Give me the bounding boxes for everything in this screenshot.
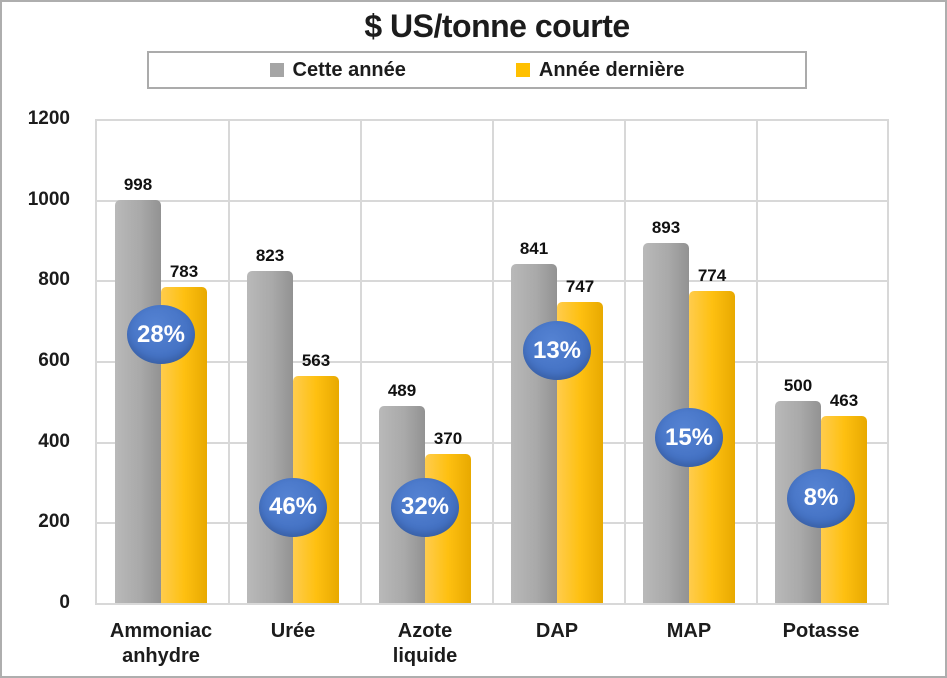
x-category-label: Urée (270, 620, 316, 642)
legend-item-cette-annee: Cette année (269, 58, 406, 82)
bar-value-label: 841 (519, 238, 549, 258)
chart-title: $ US/tonne courte (364, 8, 630, 44)
legend-swatch-gray-icon (269, 63, 284, 77)
y-tick-label: 800 (38, 269, 70, 291)
vertical-gridline (360, 121, 362, 603)
bar-cette-annee (247, 271, 293, 603)
vertical-gridline (756, 121, 758, 603)
bar-value-label: 774 (697, 265, 727, 285)
x-category-label: Potasse (782, 620, 860, 642)
vertical-gridline (624, 121, 626, 603)
y-tick-label: 1200 (27, 108, 70, 129)
x-category-label: DAP (535, 620, 579, 642)
percent-change-badge: 13% (523, 321, 591, 381)
y-tick-label: 0 (59, 592, 70, 613)
bar-value-label: 823 (255, 246, 285, 266)
legend-label: Année dernière (538, 58, 685, 81)
y-tick-label: 1000 (27, 188, 70, 210)
bar-value-label: 489 (387, 380, 417, 400)
bar-value-label: 998 (123, 175, 153, 195)
percent-change-badge: 28% (127, 305, 195, 365)
bar-value-label: 783 (169, 262, 199, 282)
bar-value-label: 893 (651, 217, 681, 237)
bar-value-label: 500 (783, 376, 813, 396)
x-category-label: Azote liquide (392, 620, 458, 667)
bar-value-label: 747 (565, 276, 595, 296)
vertical-gridline (228, 121, 230, 603)
bar-value-label: 563 (301, 350, 331, 370)
x-category-label: MAP (666, 620, 712, 642)
plot-area (95, 119, 889, 605)
y-tick-label: 600 (38, 350, 70, 371)
bar-value-label: 463 (829, 391, 859, 411)
percent-change-badge: 8% (787, 468, 855, 528)
bar-value-label: 370 (433, 428, 463, 448)
y-tick-label: 200 (38, 511, 70, 533)
legend-swatch-gold-icon (515, 63, 530, 77)
percent-change-badge: 15% (655, 408, 723, 468)
percent-change-badge: 46% (259, 477, 327, 537)
legend-item-annee-derniere: Année dernière (515, 58, 685, 82)
chart-legend: Cette année Année dernière (147, 51, 807, 89)
bar-cette-annee (511, 263, 557, 603)
bar-cette-annee (115, 200, 161, 603)
y-tick-label: 400 (38, 430, 70, 452)
vertical-gridline (492, 121, 494, 603)
legend-label: Cette année (292, 58, 406, 81)
percent-change-badge: 32% (391, 477, 459, 537)
x-category-label: Ammoniac anhydre (109, 620, 213, 667)
